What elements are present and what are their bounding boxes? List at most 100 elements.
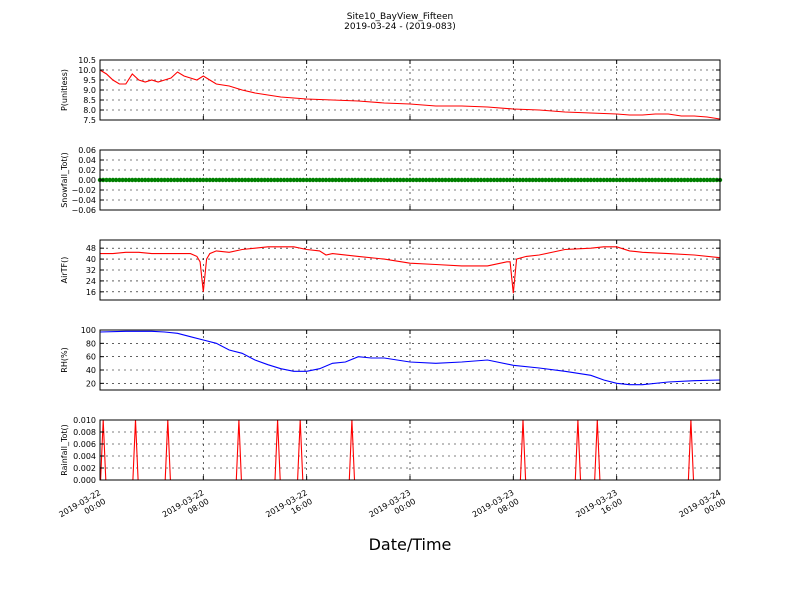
snow-y-tick-label: 0.02 [78,166,96,175]
snowfall-point [336,177,342,183]
panel-p: 10.510.09.59.08.58.07.5 P(unitless) [60,56,721,125]
snowfall-point [640,177,645,183]
snowfall-point [588,177,593,183]
panel-snow: 0.060.040.020.00−0.02−0.04−0.06Snowfall_… [60,146,723,215]
snowfall-point [436,177,442,183]
panel-rain: 0.010 0.008 0.006 0.004 0.002 0.000 Rainfall_T… [60,416,721,485]
p-y-tick-label: 10.0 [78,66,96,75]
airtf-series-line [100,246,721,294]
airtf-y-tick-label: 16 [86,288,96,297]
snowfall-point [139,177,145,183]
rh-y-tick-label: 20 [86,379,96,388]
snowfall-point [398,177,403,183]
snowfall-point [533,177,539,183]
snowfall-point [495,177,500,183]
snowfall-point [646,177,652,183]
snowfall-point [427,177,432,183]
snowfall-point [498,177,503,183]
snowfall-point [262,177,267,183]
rain-y-tick-label: 0.002 [73,464,96,473]
p-y-tick-label: 10.5 [78,56,96,65]
snowfall-point [659,177,665,183]
snowfall-point [559,177,564,183]
rain-y-tick-label: 0.006 [73,440,96,449]
snowfall-point [414,177,419,183]
snowfall-point [685,177,690,183]
p-y-axis-label: P(unitless) [60,69,69,111]
snowfall-point [517,177,522,183]
rh-y-tick-label: 40 [86,366,96,375]
snowfall-point [107,177,112,183]
snowfall-point [601,177,606,183]
snowfall-point [317,177,322,183]
snowfall-point [233,177,238,183]
snowfall-point [110,177,116,183]
snowfall-point [340,177,345,183]
rain-y-tick-label: 0.008 [73,428,96,437]
airtf-y-tick-label: 40 [86,255,96,264]
snowfall-point [359,177,364,183]
snowfall-point [617,177,623,183]
snowfall-point [582,177,587,183]
snowfall-point [162,177,167,183]
snowfall-point [653,177,658,183]
snowfall-point [239,177,245,183]
snowfall-point [230,177,235,183]
snowfall-point [446,177,451,183]
snowfall-point [595,177,600,183]
snowfall-point [695,177,700,183]
rh-y-tick-label: 100 [81,326,96,335]
snowfall-point [310,177,316,183]
snowfall-point [549,177,555,183]
snowfall-point [401,177,406,183]
airtf-y-axis-label: AirTF() [60,257,69,284]
snowfall-point [391,177,397,183]
snowfall-point [404,177,409,183]
snowfall-point [627,177,632,183]
snowfall-point [591,177,597,183]
snowfall-point [514,177,519,183]
snowfall-point [294,177,300,183]
rain-y-axis-label: Rainfall_Tot() [60,424,69,476]
snowfall-point [608,177,613,183]
snowfall-point [430,177,435,183]
snowfall-point [307,177,313,183]
p-y-tick-label: 8.5 [83,96,96,105]
snowfall-point [459,177,464,183]
snowfall-point [327,177,332,183]
snowfall-point [197,177,203,183]
snowfall-point [378,177,384,183]
snowfall-point [666,177,671,183]
snowfall-point [701,177,707,183]
snowfall-point [175,177,180,183]
snowfall-point [692,177,697,183]
snowfall-point [440,177,445,183]
snowfall-point [333,177,338,183]
rain-y-tick-label: 0.004 [73,452,96,461]
snowfall-point [556,177,561,183]
snowfall-point [688,177,694,183]
snowfall-point [275,177,280,183]
p-y-tick-label: 9.0 [83,86,96,95]
snowfall-point [420,177,426,183]
snow-y-axis-label: Snowfall_Tot() [60,152,69,208]
snowfall-point [265,177,271,183]
panel-rh: 100 80 60 40 20 RH(%) [60,326,721,391]
snowfall-point [620,177,626,183]
snowfall-point [246,177,251,183]
snowfall-point [320,177,325,183]
snow-y-tick-label: −0.06 [71,206,96,215]
snowfall-point [433,177,438,183]
snowfall-point [485,177,490,183]
figure-title-line2: 2019-03-24 - (2019-083) [344,22,456,32]
snowfall-point [210,177,216,183]
snowfall-point [281,177,287,183]
snowfall-point [146,177,151,183]
snowfall-point [256,177,261,183]
panels: 10.510.09.59.08.58.07.5P(unitless) 0.060.… [60,56,723,485]
snowfall-point [268,177,274,183]
snowfall-point [488,177,493,183]
snowfall-point [682,177,687,183]
